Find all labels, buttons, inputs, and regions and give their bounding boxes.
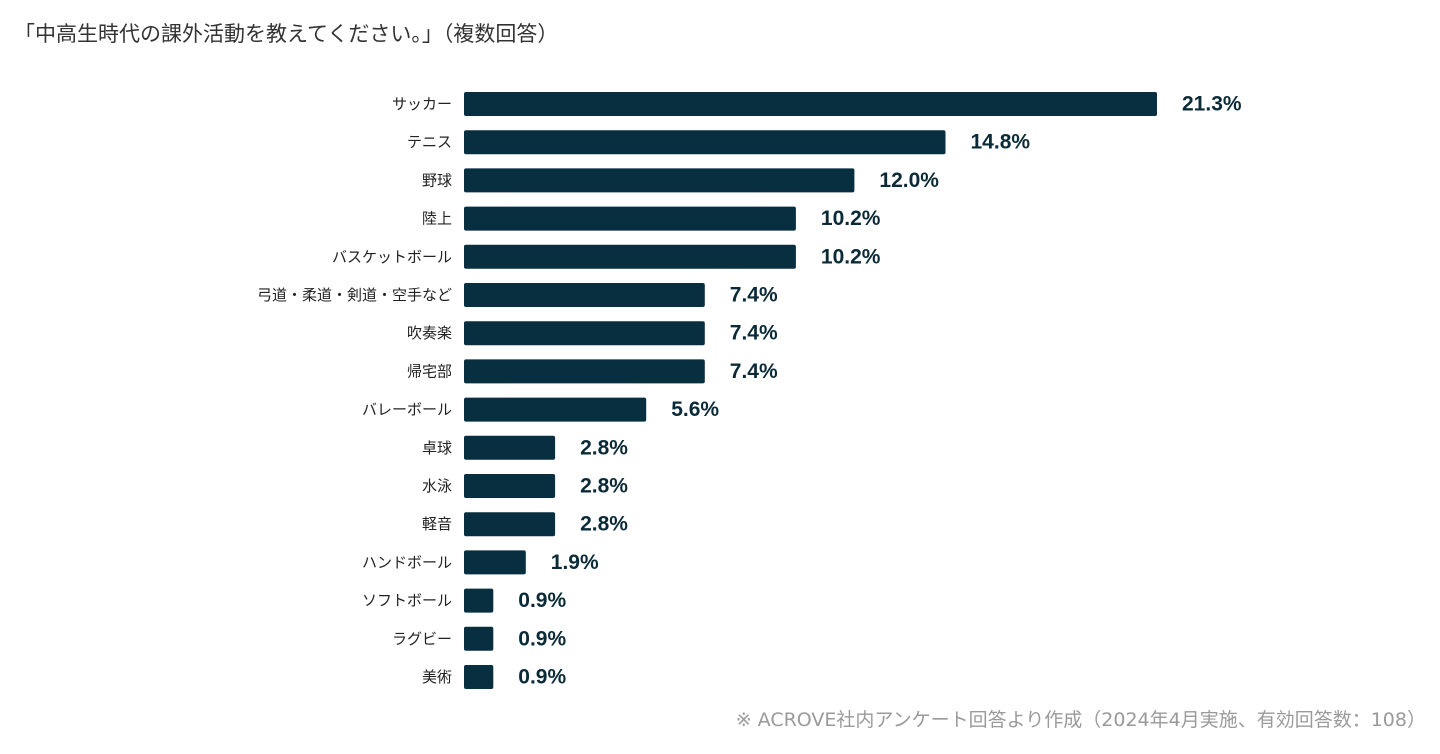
bar — [464, 283, 705, 307]
value-label: 5.6% — [671, 398, 719, 421]
bar — [464, 168, 855, 193]
category-label: 弓道・柔道・剣道・空手など — [257, 286, 452, 304]
value-label: 21.3% — [1182, 93, 1242, 116]
value-label: 10.2% — [821, 207, 881, 230]
bar — [464, 474, 556, 498]
value-label: 7.4% — [730, 360, 778, 383]
category-label: 帰宅部 — [407, 362, 452, 380]
category-label: ハンドボール — [362, 553, 452, 571]
bar — [464, 321, 705, 346]
bar — [464, 626, 494, 651]
category-label: 美術 — [422, 668, 452, 686]
category-label: テニス — [407, 133, 452, 151]
value-label: 1.9% — [551, 551, 599, 574]
bar — [464, 130, 946, 155]
value-label: 14.8% — [971, 131, 1031, 154]
value-label: 12.0% — [879, 169, 939, 192]
bar — [464, 397, 647, 422]
value-label: 2.8% — [580, 513, 628, 536]
bar — [464, 588, 494, 613]
value-label: 0.9% — [518, 627, 566, 650]
category-label: 卓球 — [422, 439, 452, 457]
value-label: 0.9% — [518, 589, 566, 612]
value-label: 0.9% — [518, 666, 566, 689]
value-label: 7.4% — [730, 284, 778, 307]
value-label: 2.8% — [580, 436, 628, 459]
category-labels-group: サッカーテニス野球陸上バスケットボール弓道・柔道・剣道・空手など吹奏楽帰宅部バレ… — [257, 95, 452, 686]
source-note: ※ ACROVE社内アンケート回答より作成（2024年4月実施、有効回答数：10… — [735, 709, 1426, 731]
bar — [464, 359, 705, 384]
bars-group — [464, 92, 1157, 689]
category-label: 軽音 — [422, 515, 452, 533]
bar — [464, 435, 556, 460]
category-label: ソフトボール — [362, 592, 452, 610]
bar — [464, 665, 494, 689]
category-label: サッカー — [392, 95, 452, 113]
category-label: 陸上 — [422, 210, 452, 228]
category-label: 野球 — [422, 171, 452, 189]
chart-title: 「中高生時代の課外活動を教えてください。」（複数回答） — [14, 22, 559, 46]
category-label: バレーボール — [362, 401, 452, 419]
bar — [464, 512, 556, 537]
value-label: 2.8% — [580, 475, 628, 498]
bar — [464, 206, 796, 231]
value-label: 10.2% — [821, 245, 881, 268]
category-label: 水泳 — [422, 477, 452, 495]
bar — [464, 550, 526, 575]
category-label: ラグビー — [392, 630, 452, 648]
bar — [464, 244, 796, 269]
bar — [464, 92, 1157, 116]
value-labels-group: 21.3% 14.8% 12.0% 10.2% 10.2% 7.4% 7.4% 7.4% 5.6… — [518, 93, 1242, 689]
value-label: 7.4% — [730, 322, 778, 345]
category-label: バスケットボール — [332, 248, 452, 266]
category-label: 吹奏楽 — [407, 324, 452, 342]
